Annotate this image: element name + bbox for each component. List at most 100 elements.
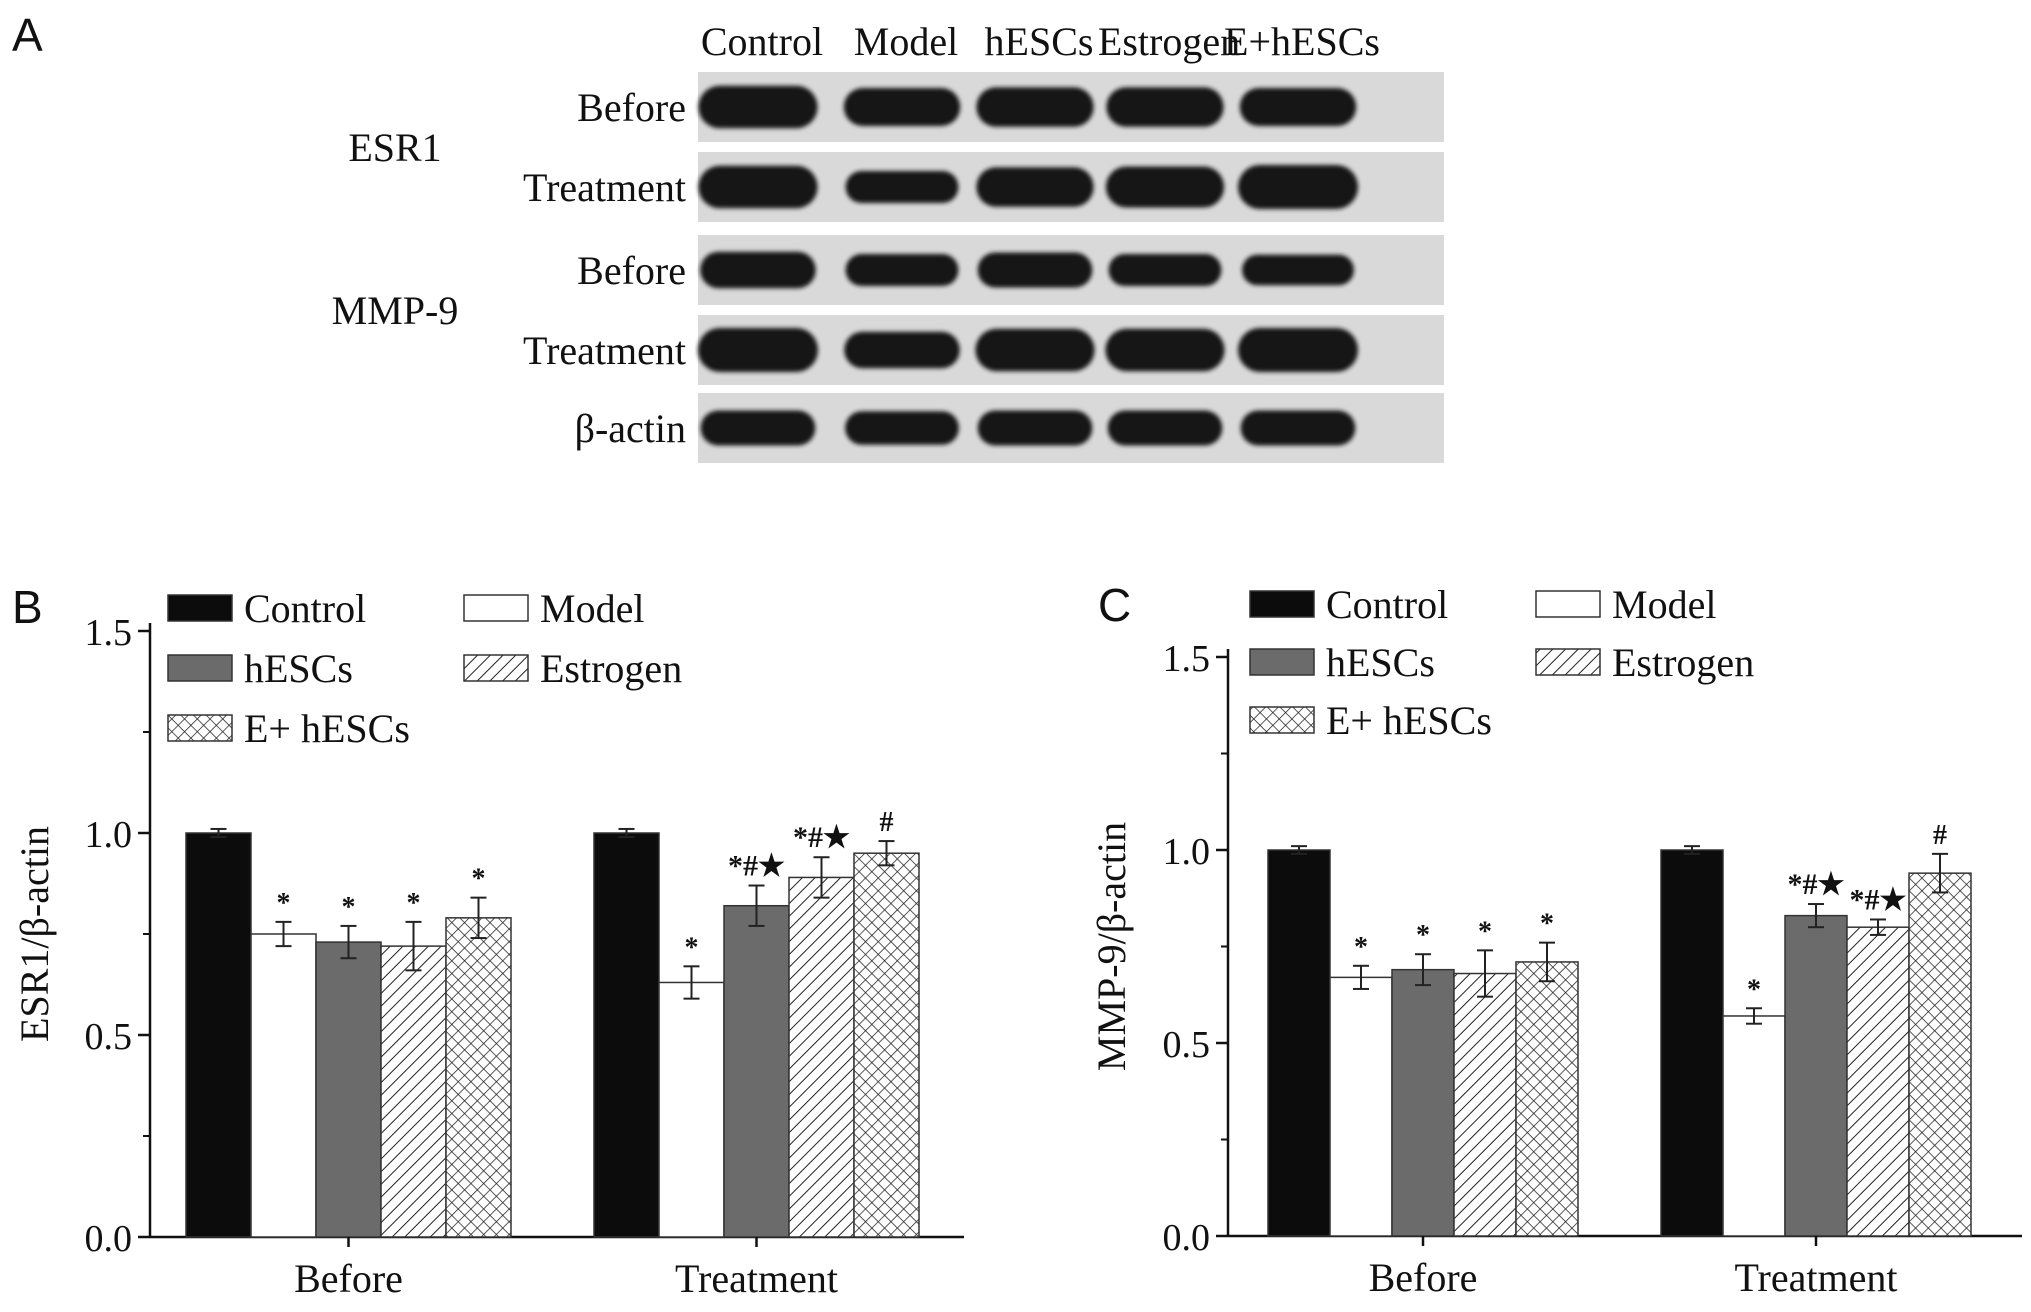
blot-group-label-mmp-9: MMP-9	[332, 288, 459, 333]
error-bar	[1870, 918, 1886, 936]
error-bar	[1746, 1007, 1762, 1025]
bar-e-hescs-before	[445, 917, 512, 1238]
legend-label: hESCs	[244, 646, 353, 691]
bar-e-hescs-treatment	[853, 852, 920, 1238]
bar-e-hescs-before	[1515, 961, 1579, 1237]
x-tick-label-treatment: Treatment	[675, 1256, 838, 1301]
legend-swatch	[1535, 590, 1601, 618]
blot-band-model	[845, 254, 959, 286]
significance-mark: *#★	[728, 850, 785, 883]
bar-hescs-before	[1391, 968, 1455, 1237]
blot-strip-mmp-9-treatment	[698, 315, 1444, 385]
blot-band-hescs	[977, 410, 1093, 446]
bar-hescs-treatment	[1784, 914, 1848, 1237]
blot-row-label: Treatment	[523, 328, 686, 373]
bar-estrogen-before	[1453, 972, 1517, 1237]
lane-label-e-hescs: E+hESCs	[1224, 19, 1380, 64]
y-tick-label: 0.0	[1163, 1217, 1211, 1259]
x-tick-label-treatment: Treatment	[1735, 1255, 1898, 1300]
lane-label-hescs: hESCs	[985, 19, 1094, 64]
blot-band-hescs	[976, 87, 1094, 127]
significance-mark: *	[1416, 920, 1430, 951]
blot-band-hescs	[975, 328, 1095, 372]
blot-band-model	[844, 331, 960, 369]
error-bar	[275, 920, 292, 948]
error-bar	[748, 884, 765, 927]
blot-band-e-hescs	[1240, 410, 1356, 446]
blot-band-control	[698, 328, 818, 372]
bar-control-treatment	[1660, 849, 1724, 1237]
bar-estrogen-before	[380, 945, 447, 1238]
blot-row-label: Before	[577, 85, 686, 130]
x-tick-label-before: Before	[294, 1256, 403, 1301]
x-tick-label-before: Before	[1369, 1255, 1478, 1300]
mmp9-bar-chart: 0.0 0.5 1.0 1.5 MMP-9/β-actin * * * * Before * *#★ *…	[1089, 582, 2022, 1300]
legend-item-control: Control	[167, 586, 366, 631]
error-bar	[813, 856, 830, 899]
significance-mark: *	[277, 888, 291, 919]
error-bar	[1291, 845, 1307, 855]
blot-band-e-hescs	[1242, 254, 1354, 286]
blot-band-estrogen	[1105, 328, 1225, 372]
significance-mark: *	[685, 932, 699, 963]
legend-swatch	[1535, 648, 1601, 676]
legend-item-e-hescs: E+ hESCs	[1249, 698, 1492, 743]
error-bar	[683, 965, 700, 1000]
error-bar	[1353, 964, 1369, 990]
bar-control-treatment	[593, 832, 660, 1238]
error-bar	[1808, 903, 1824, 929]
significance-mark: *#★	[1788, 868, 1845, 901]
error-bar	[340, 924, 357, 960]
error-bar	[1684, 845, 1700, 855]
legend-label: Control	[1326, 582, 1448, 627]
legend-item-model: Model	[1535, 582, 1716, 627]
legend-label: Estrogen	[1612, 640, 1754, 685]
lane-label-estrogen: Estrogen	[1098, 19, 1240, 64]
legend-swatch	[1249, 648, 1315, 676]
legend-label: Control	[244, 586, 366, 631]
y-tick-label: 1.0	[1163, 831, 1211, 873]
blot-band-control	[700, 410, 816, 446]
legend-item-e-hescs: E+ hESCs	[167, 706, 410, 751]
lane-label-model: Model	[854, 19, 958, 64]
legend: Control Model hESCs Estrogen E+ hESCs	[1249, 582, 1754, 743]
legend-swatch	[167, 654, 233, 682]
legend-label: hESCs	[1326, 640, 1435, 685]
significance-mark: *	[472, 864, 486, 895]
blot-band-hescs	[976, 167, 1094, 207]
error-bar	[1539, 941, 1555, 983]
blot-band-estrogen	[1108, 254, 1222, 286]
blot-band-model	[845, 411, 959, 445]
blot-strip-mmp-9-before	[698, 235, 1444, 305]
legend-item-hescs: hESCs	[167, 646, 353, 691]
legend-label: Model	[1612, 582, 1716, 627]
legend-label: E+ hESCs	[1326, 698, 1492, 743]
blot-row-label: Before	[577, 248, 686, 293]
esr1-bar-chart: 0.0 0.5 1.0 1.5 ESR1/β-actin * * * * Before * *#★*#…	[12, 586, 964, 1301]
error-bar	[1477, 949, 1493, 998]
significance-mark: #	[1933, 820, 1947, 851]
blot-strip-loading-actin	[698, 393, 1444, 463]
bar-estrogen-treatment	[788, 876, 855, 1238]
bar-model-before	[250, 933, 317, 1238]
significance-mark: *	[342, 892, 356, 923]
bar-e-hescs-treatment	[1908, 872, 1972, 1237]
legend-swatch	[167, 714, 233, 742]
blot-band-control	[700, 251, 816, 289]
legend-item-estrogen: Estrogen	[1535, 640, 1754, 685]
blot-band-control	[698, 85, 818, 129]
panel-label-b: B	[12, 581, 43, 633]
panel-label-c: C	[1098, 579, 1132, 631]
blot-band-control	[698, 165, 818, 209]
bar-hescs-treatment	[723, 904, 790, 1238]
significance-mark: *	[407, 888, 421, 919]
y-axis-label: MMP-9/β-actin	[1089, 822, 1134, 1071]
significance-mark: *	[1478, 916, 1492, 947]
legend-swatch	[463, 594, 529, 622]
bar-model-before	[1329, 976, 1393, 1237]
bar-hescs-before	[315, 941, 382, 1238]
blot-band-e-hescs	[1239, 88, 1357, 126]
blot-band-model	[843, 88, 961, 126]
error-bar	[405, 920, 422, 972]
